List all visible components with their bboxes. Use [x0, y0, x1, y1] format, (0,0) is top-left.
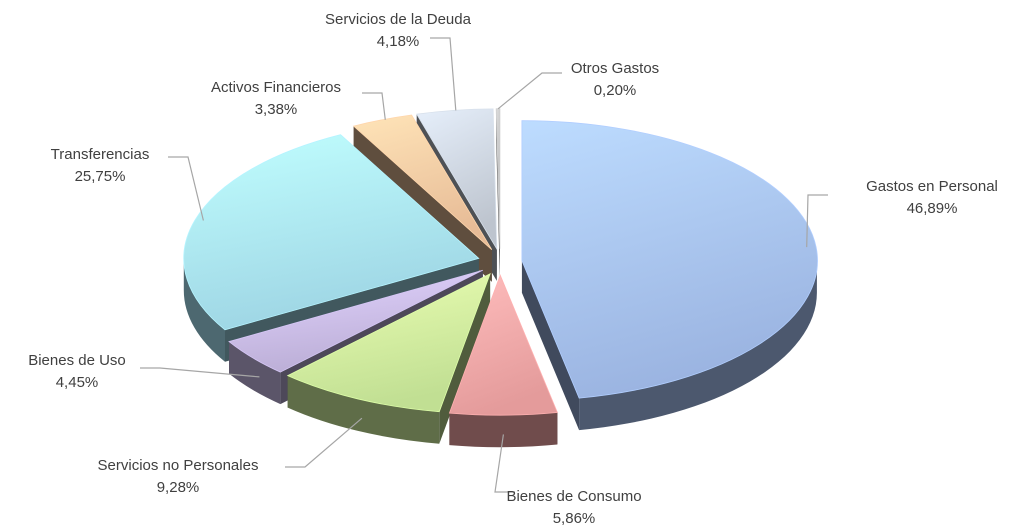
slice-value-label: 4,45%	[56, 374, 99, 391]
slice-value-label: 5,86%	[553, 510, 596, 527]
leader-line	[168, 156, 204, 221]
slice	[183, 134, 480, 331]
leader-line	[494, 434, 515, 493]
slice-label: Transferencias	[51, 146, 150, 163]
slice-label: Gastos en Personal	[866, 178, 998, 195]
slice	[495, 108, 501, 249]
slice-value-label: 3,38%	[255, 101, 298, 118]
leader-line	[140, 367, 260, 378]
slice-label: Bienes de Uso	[28, 352, 126, 369]
slice-value-label: 0,20%	[594, 82, 637, 99]
slice-wall	[439, 273, 491, 444]
slice	[448, 274, 558, 416]
slice	[286, 272, 491, 413]
slice-label: Bienes de Consumo	[506, 488, 641, 505]
slice	[521, 120, 818, 399]
leader-line	[430, 37, 457, 111]
slice-label: Servicios de la Deuda	[325, 11, 472, 28]
slice-label: Servicios no Personales	[98, 457, 259, 474]
slice-side	[449, 412, 558, 448]
slice	[416, 108, 498, 251]
leader-line	[285, 417, 363, 468]
slice	[352, 114, 493, 250]
slice-side	[287, 375, 440, 444]
leader-line	[806, 194, 828, 248]
slice-value-label: 9,28%	[157, 479, 200, 496]
leader-line	[497, 72, 562, 110]
slice-value-label: 4,18%	[377, 33, 420, 50]
slice-side	[229, 341, 281, 405]
slice-wall	[521, 260, 580, 431]
leader-line	[362, 92, 386, 120]
slice-label: Activos Financieros	[211, 79, 341, 96]
slice-value-label: 46,89%	[907, 200, 958, 217]
slice-side	[579, 260, 817, 431]
slice-value-label: 25,75%	[75, 168, 126, 185]
slice-label: Otros Gastos	[571, 60, 659, 77]
slice	[228, 269, 483, 373]
